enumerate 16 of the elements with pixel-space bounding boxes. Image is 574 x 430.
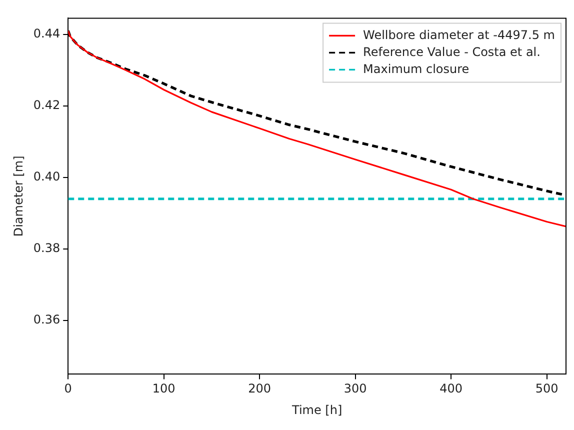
x-tick-label: 400 (440, 382, 463, 396)
y-tick-label: 0.42 (33, 98, 60, 112)
x-tick-label: 0 (64, 382, 72, 396)
x-tick-label: 300 (344, 382, 367, 396)
y-tick-label: 0.36 (33, 312, 60, 327)
legend-label: Wellbore diameter at -4497.5 m (363, 28, 556, 42)
legend-label: Reference Value - Costa et al. (363, 44, 540, 59)
x-tick-label: 500 (535, 382, 558, 396)
x-tick-label: 100 (152, 382, 176, 396)
legend-label: Maximum closure (363, 62, 470, 76)
y-tick-label: 0.44 (33, 26, 60, 40)
y-tick-label: 0.40 (33, 170, 60, 184)
x-tick-label: 200 (248, 382, 272, 396)
y-axis-title: Diameter [m] (11, 156, 26, 237)
x-axis-title: Time [h] (290, 402, 342, 417)
y-tick-label: 0.38 (33, 241, 60, 256)
